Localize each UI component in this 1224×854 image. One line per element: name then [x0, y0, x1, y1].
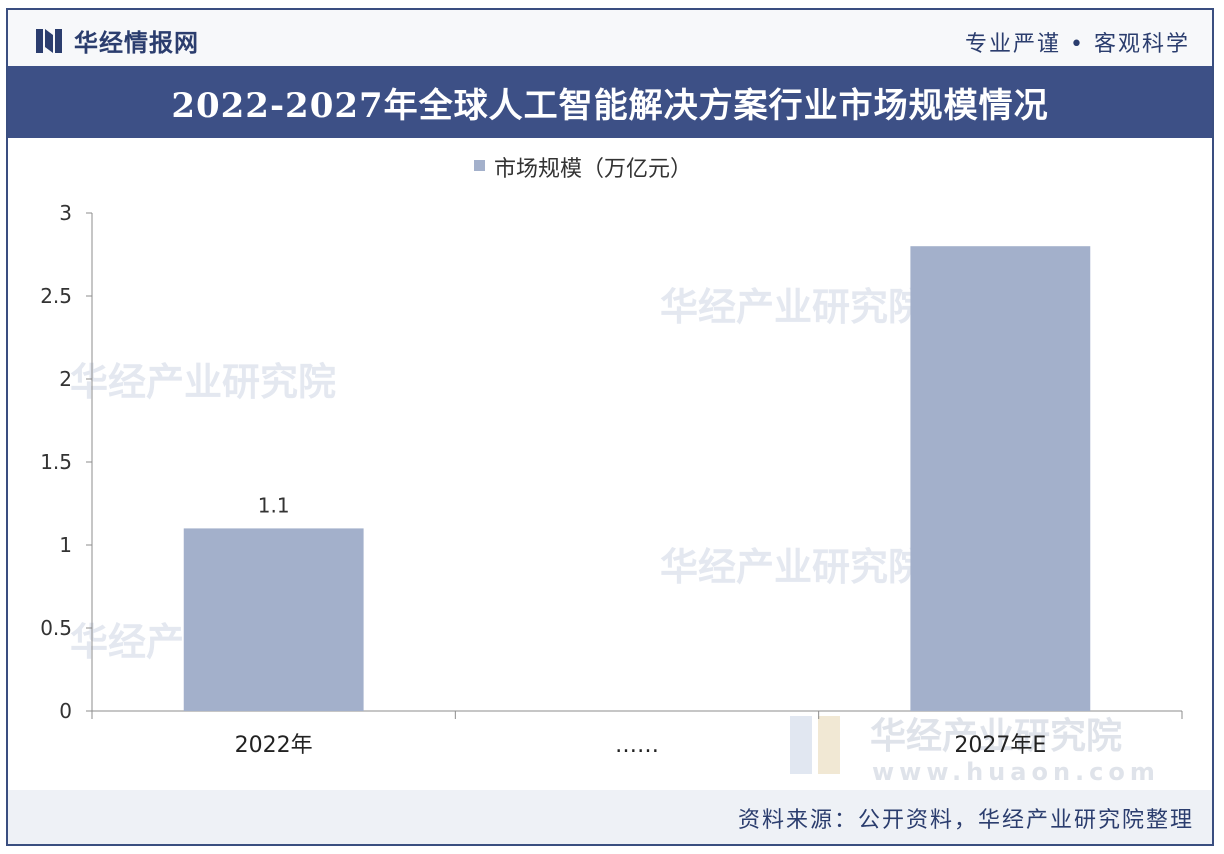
y-tick-label: 1	[59, 533, 72, 557]
watermark-text: 华经产业研究院	[660, 545, 926, 589]
footer-bar: 资料来源：公开资料，华经产业研究院整理	[8, 790, 1212, 844]
source-note: 资料来源：公开资料，华经产业研究院整理	[737, 808, 1194, 833]
watermark-text: 华经产业研究院	[870, 716, 1122, 757]
header-bar: 华经情报网 专业严谨 • 客观科学	[8, 10, 1212, 66]
bars	[183, 246, 1091, 711]
bar-chart: 华经产业研究院 华经产业研究院 华经产业研究院 华经产业研究院 华经产业研究院 …	[40, 157, 1183, 786]
x-tick-label: 2022年	[235, 733, 313, 758]
chart-title: 2022-2027年全球人工智能解决方案行业市场规模情况	[171, 85, 1049, 126]
y-tick-label: 3	[59, 201, 72, 225]
watermark-text: 华经产业研究院	[70, 360, 336, 404]
x-tick-label: 2027年E	[954, 733, 1046, 758]
legend-label: 市场规模（万亿元）	[494, 157, 692, 182]
bar	[910, 246, 1091, 711]
watermark-url: www.huaon.com	[872, 758, 1160, 786]
watermark-logo	[790, 716, 840, 774]
watermark-text: 华经产业研究院	[660, 285, 926, 329]
brand-logo: 华经情报网	[34, 23, 199, 58]
brand-name: 华经情报网	[74, 29, 199, 57]
y-tick-label: 0.5	[40, 616, 72, 640]
axes: 0 0.5 1 1.5 2 2.5 3 2022年 …… 2027年E	[40, 201, 1183, 758]
x-tick-label: ……	[615, 733, 659, 758]
y-tick-label: 0	[59, 699, 72, 723]
bar	[183, 528, 364, 711]
data-label: 1.1	[258, 493, 290, 517]
brand-logo-icon	[36, 28, 62, 53]
legend-swatch	[474, 160, 485, 171]
y-tick-label: 2	[59, 367, 72, 391]
slogan: 专业严谨 • 客观科学	[965, 32, 1190, 57]
y-tick-label: 2.5	[40, 284, 72, 308]
title-band: 2022-2027年全球人工智能解决方案行业市场规模情况	[8, 66, 1212, 138]
y-tick-label: 1.5	[40, 450, 72, 474]
labels: 1.1	[258, 493, 290, 517]
legend: 市场规模（万亿元）	[474, 157, 692, 182]
